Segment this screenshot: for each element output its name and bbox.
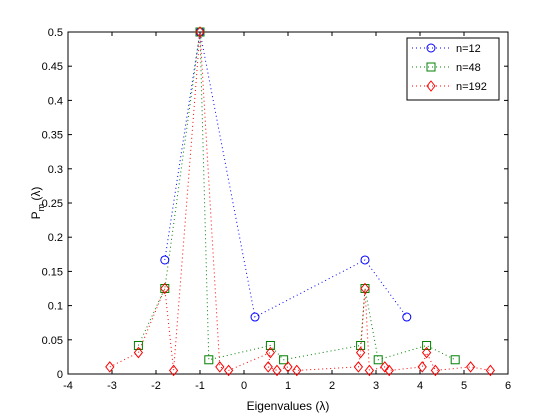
- y-tick-label: 0.3: [48, 164, 63, 176]
- series-3-point: [223, 364, 234, 377]
- series-3-point: [353, 361, 364, 373]
- series-3-point: [215, 361, 225, 373]
- y-tick-label: 0.35: [42, 130, 63, 142]
- legend-box: [406, 37, 500, 101]
- x-tick-label: -4: [63, 380, 73, 392]
- series-line-3: [109, 31, 491, 372]
- legend-label-3: n=192: [456, 81, 487, 93]
- y-tick-label: 0.5: [48, 27, 63, 39]
- series-line-1: [164, 31, 408, 318]
- y-axis-label-subscript: m: [36, 204, 46, 212]
- legend-marker-1: [426, 43, 436, 53]
- series-3-point: [421, 346, 432, 359]
- x-tick-label: 5: [461, 380, 467, 392]
- series-3-point: [168, 364, 179, 377]
- series-1-point: [402, 312, 412, 322]
- x-tick-label: 4: [417, 380, 423, 392]
- series-3-point: [195, 26, 205, 38]
- y-tick-label: 0.45: [42, 61, 63, 73]
- series-1-point: [360, 255, 370, 265]
- x-axis-label: Eigenvalues (λ): [247, 399, 330, 413]
- series-3-point: [272, 364, 282, 377]
- x-tick-label: -2: [151, 380, 161, 392]
- series-3-point: [355, 346, 366, 359]
- x-tick-label: 1: [285, 380, 291, 392]
- series-2-point: [265, 340, 275, 350]
- x-tick-label: -3: [107, 380, 117, 392]
- series-3-point: [283, 361, 293, 373]
- legend-marker-2: [426, 62, 436, 72]
- series-3-point: [133, 346, 144, 359]
- y-axis-label-rest: (λ): [29, 187, 43, 204]
- y-tick-label: 0.05: [42, 335, 63, 347]
- series-3-point: [417, 361, 427, 373]
- series-3-point: [292, 364, 302, 377]
- series-2-point: [133, 340, 143, 350]
- series-3-point: [265, 346, 276, 359]
- series-line-2: [137, 31, 456, 361]
- y-tick-label: 0.4: [48, 95, 63, 107]
- series-2-point: [422, 340, 432, 350]
- x-tick-label: 6: [505, 380, 511, 392]
- series-3-point: [485, 364, 496, 377]
- y-tick-label: 0.25: [42, 198, 63, 210]
- series-3-point: [105, 361, 115, 373]
- legend: n=12 n=48 n=192: [406, 37, 500, 101]
- series-3-point: [384, 364, 394, 377]
- series-1-point: [160, 255, 170, 265]
- y-tick-label: 0.2: [48, 232, 63, 244]
- x-tick-label: -1: [195, 380, 205, 392]
- legend-label-2: n=48: [456, 62, 481, 74]
- y-axis-label: Pm (λ): [29, 187, 46, 220]
- series-2-point: [356, 340, 366, 350]
- legend-label-1: n=12: [456, 43, 481, 55]
- series-3-point: [364, 364, 375, 377]
- legend-marker-3: [426, 80, 436, 92]
- series-1-point: [250, 312, 260, 322]
- series-markers: [105, 26, 496, 377]
- y-axis-label-main: P: [29, 211, 43, 219]
- x-tick-label: 2: [329, 380, 335, 392]
- x-tick-label: 3: [373, 380, 379, 392]
- series-3-point: [465, 361, 476, 373]
- series-3-point: [380, 361, 390, 373]
- y-tick-label: 0.15: [42, 266, 63, 278]
- series-3-point: [430, 364, 441, 377]
- series-2-point: [204, 355, 214, 365]
- y-tick-label: 0: [57, 369, 63, 381]
- series-2-point: [279, 355, 289, 365]
- series-2-point: [373, 355, 383, 365]
- series-3-point: [263, 361, 273, 373]
- axis-ticks: -4 -3 -2 -1 0 1 2 3 4 5 6 0 0.05 0.1 0.15 0.2 0.25 0.3 0.3…: [42, 27, 511, 392]
- series-lines: [109, 31, 491, 372]
- series-3-point: [160, 282, 170, 295]
- series-2-point: [450, 355, 460, 365]
- y-tick-label: 0.1: [48, 301, 63, 313]
- series-3-point: [360, 282, 370, 295]
- x-tick-label: 0: [241, 380, 247, 392]
